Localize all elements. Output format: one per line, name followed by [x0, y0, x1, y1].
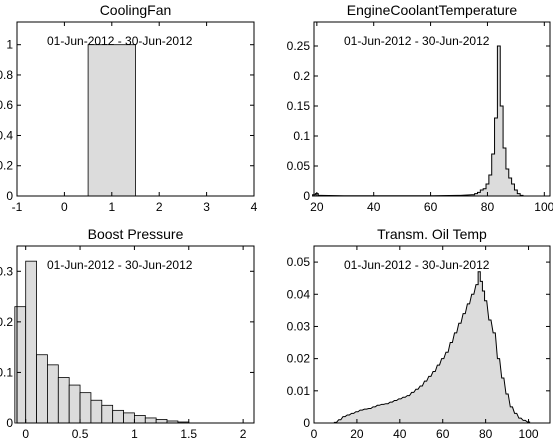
x-tick-label: 1.5 — [180, 427, 197, 441]
y-tick-label: 0.2 — [293, 69, 310, 83]
x-tick-label: 2 — [156, 200, 163, 214]
y-tick-label: 0 — [6, 416, 13, 430]
x-tick-label: 80 — [479, 427, 493, 441]
chart-panel-1: -10123400.20.40.60.81CoolingFan01-Jun-20… — [0, 2, 258, 214]
x-tick-label: -1 — [12, 200, 23, 214]
x-tick-label: 80 — [481, 200, 495, 214]
histogram-bar — [14, 306, 27, 424]
axes-box — [313, 21, 551, 197]
x-tick-label: 3 — [203, 200, 210, 214]
y-tick-label: 0.03 — [287, 319, 311, 333]
y-tick-label: 0 — [303, 416, 310, 430]
chart-panel-2: 20 40 60 80 100 0 0.05 0.1 0.15 0.2 0.25 EngineCool… — [287, 2, 553, 214]
y-tick-label: 0 — [6, 189, 13, 203]
y-tick-label: 0.05 — [287, 159, 311, 173]
x-tick-label: 60 — [424, 200, 438, 214]
y-tick-label: 0.05 — [287, 255, 311, 269]
histogram-bar — [101, 404, 114, 424]
x-tick-label: 0.5 — [72, 427, 89, 441]
chart-title: Transm. Oil Temp — [377, 226, 487, 242]
axes-box — [313, 245, 551, 424]
axes-box — [16, 245, 255, 424]
y-tick-label: 0.2 — [0, 315, 13, 329]
y-tick-label: 0.8 — [0, 68, 13, 82]
histogram-bar — [123, 412, 135, 424]
histogram-bar — [79, 392, 92, 424]
axes-box — [16, 21, 255, 197]
y-tick-label: 0.04 — [287, 287, 311, 301]
histogram-series — [333, 271, 532, 424]
histogram-bar — [36, 354, 48, 424]
x-tick-label: 1 — [108, 200, 115, 214]
y-tick-label: 0.6 — [0, 98, 13, 112]
y-tick-label: 0.15 — [287, 99, 311, 113]
histogram-bar — [25, 260, 37, 424]
x-tick-label: 20 — [310, 200, 324, 214]
histogram-bar — [144, 417, 157, 424]
x-tick-label: 1 — [131, 427, 138, 441]
histogram-series — [312, 45, 524, 197]
histogram-bar — [90, 399, 103, 424]
y-tick-label: 0.25 — [287, 39, 311, 53]
y-tick-label: 0.3 — [0, 264, 13, 278]
histogram-bar — [155, 419, 168, 424]
x-tick-label: 100 — [534, 200, 553, 214]
x-tick-label: 0 — [311, 427, 318, 441]
x-tick-label: 0 — [22, 427, 29, 441]
chart-panel-4: 0 20 40 60 80 100 0 0.01 0.02 0.03 0.04 0.05 Transm.… — [287, 226, 551, 441]
histogram-bar — [112, 409, 124, 424]
x-tick-label: 0 — [61, 200, 68, 214]
chart-title: Boost Pressure — [88, 226, 184, 242]
y-tick-label: 0.01 — [287, 384, 311, 398]
date-range-annotation: 01-Jun-2012 - 30-Jun-2012 — [344, 258, 490, 272]
histogram-bar — [68, 384, 81, 424]
histogram-bar — [87, 44, 136, 197]
chart-title: EngineCoolantTemperature — [347, 2, 518, 18]
date-range-annotation: 01-Jun-2012 - 30-Jun-2012 — [47, 34, 193, 48]
histogram-bar — [134, 415, 146, 424]
y-tick-label: 0.02 — [287, 352, 311, 366]
chart-panel-3: 0 0.5 1 1.5 2 0 0.1 0.2 0.3 Boost Pressure 01-Jun-… — [0, 226, 255, 441]
y-tick-label: 0.1 — [293, 129, 310, 143]
y-tick-label: 0.4 — [0, 128, 13, 142]
x-tick-label: 40 — [393, 427, 407, 441]
histogram-bar — [57, 377, 70, 424]
y-tick-label: 0 — [303, 189, 310, 203]
date-range-annotation: 01-Jun-2012 - 30-Jun-2012 — [47, 258, 193, 272]
x-tick-label: 4 — [251, 200, 258, 214]
x-tick-label: 20 — [350, 427, 364, 441]
y-tick-label: 0.2 — [0, 159, 13, 173]
x-tick-label: 40 — [367, 200, 381, 214]
date-range-annotation: 01-Jun-2012 - 30-Jun-2012 — [344, 34, 490, 48]
x-tick-label: 100 — [519, 427, 539, 441]
chart-title: CoolingFan — [100, 2, 172, 18]
x-tick-label: 60 — [436, 427, 450, 441]
y-tick-label: 1 — [6, 38, 13, 52]
x-tick-label: 2 — [240, 427, 247, 441]
histogram-bar — [47, 364, 59, 424]
y-tick-label: 0.1 — [0, 365, 13, 379]
